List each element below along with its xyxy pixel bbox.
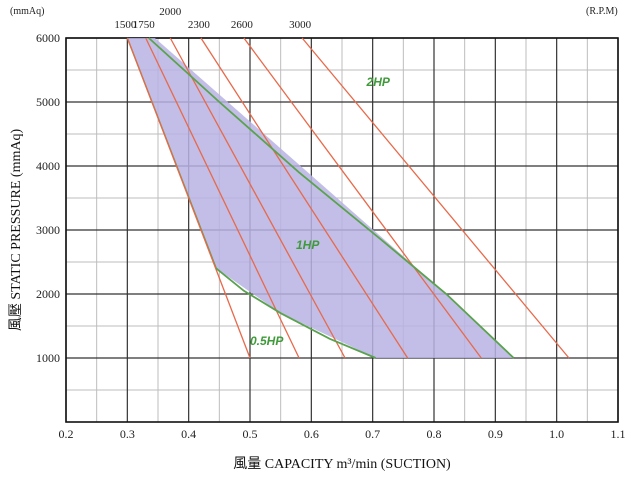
hp-curves: 2HP 1HP 0.5HP	[148, 37, 515, 359]
x-tick-label: 0.5	[243, 427, 258, 441]
x-tick-label: 0.4	[181, 427, 196, 441]
rpm-line-1500	[126, 37, 251, 359]
hp-curve-1HP	[215, 267, 377, 359]
x-tick-label: 0.8	[427, 427, 442, 441]
x-tick-label: 0.9	[488, 427, 503, 441]
x-tick-label: 1.1	[611, 427, 626, 441]
rpm-unit-label: (R.P.M)	[586, 6, 618, 17]
y-tick-label: 5000	[36, 95, 60, 109]
hp-label-1HP: 1HP	[296, 238, 320, 252]
y-tick-label: 2000	[36, 287, 60, 301]
rpm-line-3000	[301, 37, 570, 359]
rpm-line-2600	[243, 37, 482, 359]
rpm-label-1750: 1750	[133, 19, 156, 31]
y-unit-label: (mmAq)	[10, 6, 44, 17]
y-tick-label: 3000	[36, 223, 60, 237]
y-tick-label: 1000	[36, 351, 60, 365]
x-tick-label: 1.0	[549, 427, 564, 441]
x-axis-title: 風量 CAPACITY m³/min (SUCTION)	[233, 456, 451, 472]
plot-frame	[65, 37, 619, 423]
rpm-label-2000: 2000	[159, 6, 182, 18]
hp-label-2HP: 2HP	[366, 75, 391, 89]
x-tick-label: 0.2	[59, 427, 74, 441]
y-axis-title: 風壓 STATIC PRESSURE (mmAq)	[8, 129, 24, 332]
x-tick-label: 0.7	[365, 427, 380, 441]
rpm-label-1500: 1500	[114, 19, 137, 31]
rpm-line-2000	[169, 37, 346, 359]
hp-curve-2HP	[148, 37, 515, 359]
operating-region-area	[127, 38, 514, 358]
x-tick-label: 0.6	[304, 427, 319, 441]
y-tick-label: 6000	[36, 31, 60, 45]
tick-labels: 0.2 0.3 0.4 0.5 0.6 0.7 0.8 0.9 1.0 1.1 1000 2000 30…	[36, 31, 626, 441]
rpm-label-2600: 2600	[231, 19, 254, 31]
rpm-line-1750	[145, 37, 300, 359]
y-tick-label: 4000	[36, 159, 60, 173]
hp-label-0.5HP: 0.5HP	[250, 334, 284, 348]
x-tick-label: 0.3	[120, 427, 135, 441]
rpm-label-2300: 2300	[188, 19, 211, 31]
rpm-label-3000: 3000	[289, 19, 312, 31]
rpm-line-2300	[200, 37, 409, 359]
